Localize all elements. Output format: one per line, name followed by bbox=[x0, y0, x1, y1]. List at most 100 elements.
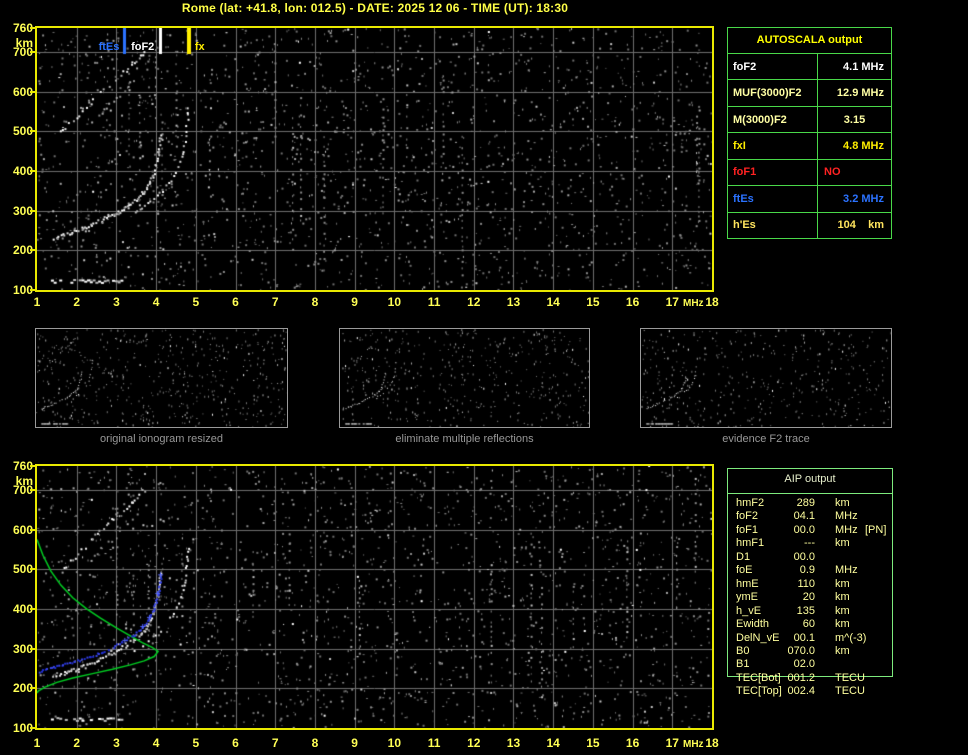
y-tick-label: 760 bbox=[12, 459, 33, 473]
aip-row: hmF2 289 km bbox=[727, 497, 957, 510]
aip-row-value: 110 bbox=[797, 577, 815, 590]
aip-row-label: hmF2 bbox=[736, 497, 765, 509]
y-tick-label: 300 bbox=[12, 203, 33, 218]
y-axis-unit-label: km bbox=[15, 474, 33, 488]
y-tick-dash bbox=[30, 130, 35, 133]
aip-row-label: ymE bbox=[736, 591, 758, 604]
autoscala-row-label: h'Es bbox=[728, 212, 818, 238]
y-tick-label: 400 bbox=[12, 163, 33, 178]
aip-row-unit: km bbox=[835, 644, 850, 657]
x-tick-label: 10 bbox=[387, 736, 402, 750]
autoscala-row-label: fxI bbox=[728, 133, 818, 159]
x-tick-label: 7 bbox=[271, 295, 279, 309]
y-tick-label: 500 bbox=[12, 562, 33, 577]
y-tick-dash bbox=[30, 27, 35, 29]
thumbnail-canvas bbox=[36, 329, 287, 427]
autoscala-row-label: ftEs bbox=[728, 186, 818, 212]
y-tick-dash bbox=[30, 289, 35, 291]
x-tick-label: 14 bbox=[546, 736, 560, 750]
aip-row-unit: MHz bbox=[835, 564, 858, 577]
autoscala-row-label: foF1 bbox=[728, 159, 818, 186]
ionogram-top: ftEs foF2 fx bbox=[35, 26, 714, 292]
autoscala-row: fxI 4.8 MHz bbox=[728, 133, 891, 160]
fof2-marker-label: foF2 bbox=[131, 41, 155, 53]
aip-row-value: 001.2 bbox=[787, 671, 815, 684]
autoscala-table: AUTOSCALA output foF2 4.1 MHz MUF(3000)F2 1… bbox=[727, 27, 892, 239]
x-tick-label: 5 bbox=[192, 736, 200, 750]
y-tick-label: 200 bbox=[12, 243, 33, 258]
aip-row-unit: MHz bbox=[835, 523, 858, 536]
y-tick-dash bbox=[30, 169, 35, 172]
y-tick-label: 100 bbox=[12, 721, 33, 735]
aip-row: TEC[Bot] 001.2 TECU bbox=[727, 672, 957, 685]
thumbnail-canvas bbox=[340, 329, 589, 427]
aip-row-value: 289 bbox=[796, 497, 815, 509]
aip-row-unit: TECU bbox=[835, 671, 865, 684]
aip-row-label: foF2 bbox=[736, 510, 759, 523]
autoscala-row: M(3000)F2 3.15 bbox=[728, 106, 891, 134]
aip-row-extra: [PN] bbox=[865, 523, 887, 536]
autoscala-row-value: 4.8 MHz bbox=[843, 139, 884, 152]
y-tick-dash bbox=[30, 528, 35, 531]
aip-row: hmE 110 km bbox=[727, 578, 957, 591]
aip-row: TEC[Top] 002.4 TECU bbox=[727, 685, 957, 698]
aip-row-label: h_vE bbox=[736, 604, 762, 617]
y-tick-dash bbox=[30, 687, 35, 690]
aip-row-label: Ewidth bbox=[736, 618, 770, 631]
aip-title: AIP output bbox=[784, 473, 836, 485]
ionogram-bottom-canvas bbox=[37, 466, 712, 728]
autoscala-row-label: foF2 bbox=[728, 54, 818, 80]
x-tick-label: 18 bbox=[705, 295, 719, 309]
y-tick-dash bbox=[30, 647, 35, 650]
aip-row: h_vE 135 km bbox=[727, 605, 957, 618]
aip-row-label: TEC[Top] bbox=[736, 685, 782, 698]
x-axis-unit-label: MHz bbox=[683, 739, 704, 750]
aip-row-unit: m^(-3) bbox=[835, 631, 867, 644]
autoscala-row-value: 104 km bbox=[837, 219, 884, 232]
y-tick-label: 600 bbox=[12, 522, 33, 537]
x-tick-label: 18 bbox=[705, 736, 719, 750]
aip-row-label: B0 bbox=[736, 644, 750, 657]
autoscala-row: h'Es 104 km bbox=[728, 212, 891, 238]
x-tick-label: 2 bbox=[73, 295, 81, 309]
x-tick-label: 8 bbox=[311, 736, 319, 750]
y-tick-dash bbox=[30, 607, 35, 610]
aip-table bbox=[727, 468, 893, 677]
y-tick-dash bbox=[30, 727, 35, 729]
autoscala-row-value: 3.2 MHz bbox=[843, 192, 884, 205]
y-tick-dash bbox=[30, 249, 35, 252]
aip-row-unit: TECU bbox=[835, 685, 865, 698]
thumbnail bbox=[35, 328, 288, 428]
x-tick-label: 7 bbox=[271, 736, 279, 750]
y-tick-label: 600 bbox=[12, 84, 33, 99]
aip-row-value: 0.9 bbox=[799, 564, 815, 577]
x-tick-label: 4 bbox=[152, 736, 160, 750]
aip-row: Ewidth 60 km bbox=[727, 618, 957, 631]
thumbnail-canvas bbox=[641, 329, 891, 427]
x-tick-label: 3 bbox=[113, 736, 120, 750]
aip-row: foF2 04.1 MHz bbox=[727, 510, 957, 523]
y-tick-dash bbox=[30, 488, 35, 491]
x-tick-label: 1 bbox=[33, 295, 41, 309]
y-tick-label: 200 bbox=[12, 681, 33, 696]
x-tick-label: 9 bbox=[351, 295, 358, 309]
y-tick-label: 500 bbox=[12, 124, 33, 139]
aip-row-unit: MHz bbox=[835, 510, 858, 523]
aip-row-value: 002.4 bbox=[787, 685, 815, 698]
aip-row-unit: km bbox=[835, 537, 850, 550]
autoscala-title: AUTOSCALA output bbox=[728, 28, 891, 54]
autoscala-row: ftEs 3.2 MHz bbox=[728, 186, 891, 213]
aip-row: D1 00.0 bbox=[727, 551, 957, 564]
autoscala-row: foF2 4.1 MHz bbox=[728, 54, 891, 81]
x-tick-label: 3 bbox=[113, 295, 120, 309]
aip-row-value: 135 bbox=[796, 604, 815, 617]
x-tick-label: 13 bbox=[506, 295, 521, 309]
x-tick-label: 13 bbox=[506, 736, 521, 750]
y-tick-label: 760 bbox=[12, 21, 33, 35]
aip-row-unit: km bbox=[835, 591, 850, 604]
autoscala-row-label: M(3000)F2 bbox=[728, 106, 818, 133]
aip-header-divider bbox=[727, 493, 893, 494]
aip-row: B1 02.0 bbox=[727, 658, 957, 671]
autoscala-row-label: MUF(3000)F2 bbox=[728, 80, 818, 106]
